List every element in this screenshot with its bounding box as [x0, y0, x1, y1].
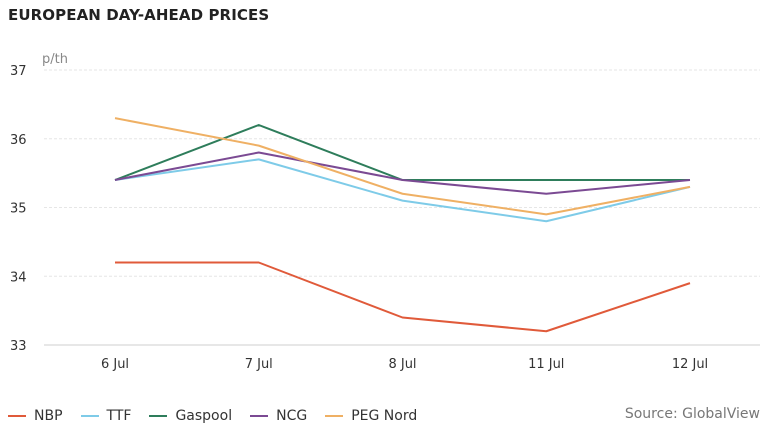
x-tick-label: 8 Jul	[388, 357, 416, 372]
y-tick-label: 33	[10, 339, 27, 354]
y-axis-unit: p/th	[42, 52, 68, 67]
legend-label: Gaspool	[175, 408, 233, 424]
series-line-peg-nord	[114, 117, 691, 216]
legend-item: PEG Nord	[325, 408, 417, 424]
legend-swatch	[8, 415, 26, 417]
y-tick-label: 34	[10, 270, 27, 285]
legend-item: TTF	[80, 408, 132, 424]
legend-item: Gaspool	[149, 408, 232, 424]
series-line-ttf	[114, 158, 691, 223]
x-tick-label: 7 Jul	[245, 357, 273, 372]
legend-swatch	[149, 415, 168, 417]
legend-swatch	[325, 415, 344, 417]
y-tick-label: 36	[10, 133, 27, 148]
legend-swatch	[80, 415, 99, 417]
series-line-gaspool	[114, 124, 690, 181]
chart-title: EUROPEAN DAY-AHEAD PRICES	[8, 6, 270, 24]
legend: NBP TTF Gaspool NCG PEG Nord	[8, 406, 417, 426]
x-tick-label: 12 Jul	[672, 357, 708, 372]
series-line-ncg	[114, 151, 691, 195]
x-tick-label: 6 Jul	[101, 357, 129, 372]
y-tick-label: 37	[10, 64, 27, 79]
source-note: Source: GlobalView	[624, 406, 760, 422]
y-tick-label: 35	[10, 202, 27, 217]
x-tick-label: 11 Jul	[528, 357, 564, 372]
legend-label: NBP	[34, 408, 63, 424]
legend-swatch	[250, 415, 269, 417]
legend-item: NBP	[8, 408, 63, 424]
legend-label: PEG Nord	[351, 408, 418, 424]
series-line-nbp	[115, 261, 691, 333]
legend-label: NCG	[276, 408, 308, 424]
legend-label: TTF	[106, 408, 132, 424]
legend-item: NCG	[250, 408, 307, 424]
